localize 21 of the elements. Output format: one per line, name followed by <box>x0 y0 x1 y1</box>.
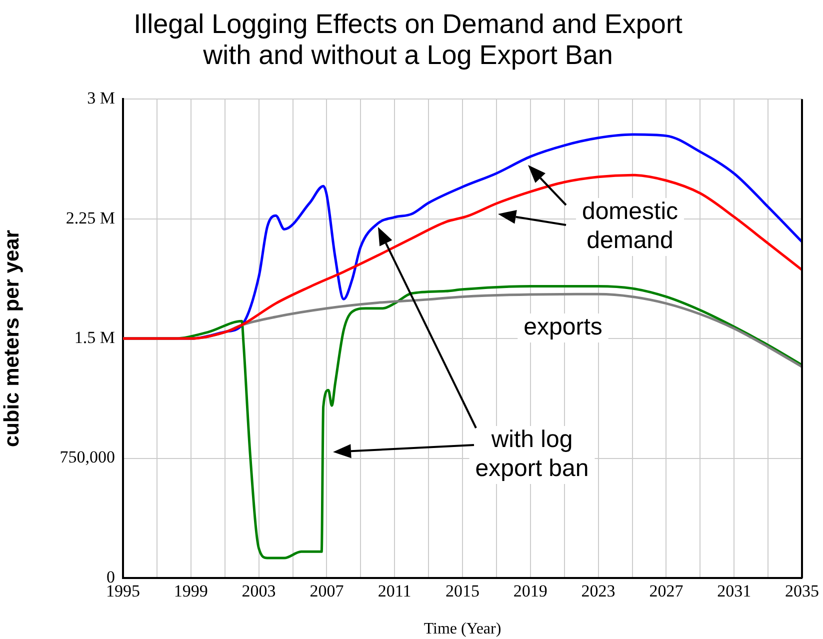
annotation: domestic demand <box>582 198 678 254</box>
x-tick-label: 2011 <box>378 582 412 601</box>
y-axis-title: cubic meters per year <box>0 230 24 448</box>
x-tick-label: 2003 <box>242 582 276 601</box>
y-tick-label: 2.25 M <box>66 208 115 228</box>
x-tick-label: 2023 <box>581 582 616 601</box>
x-tick-label: 2027 <box>649 582 684 601</box>
annotation: exports <box>524 314 602 341</box>
x-tick-label: 2007 <box>310 582 344 601</box>
y-tick-label: 750,000 <box>60 448 115 467</box>
line-series <box>123 174 802 340</box>
chart-title: Illegal Logging Effects on Demand and Export with and without a Log Export Ban <box>134 8 683 70</box>
y-tick-label: 1.5 M <box>74 328 115 348</box>
x-tick-label: 2031 <box>717 582 752 601</box>
x-tick-label: 2019 <box>513 582 548 601</box>
x-tick-label: 2035 <box>785 582 819 601</box>
x-tick-label: 2015 <box>446 582 480 601</box>
annotation: with log export ban <box>475 426 589 482</box>
x-axis-title: Time (Year) <box>424 620 502 638</box>
y-tick-label: 3 M <box>87 88 115 108</box>
x-tick-label: 1999 <box>174 582 208 601</box>
